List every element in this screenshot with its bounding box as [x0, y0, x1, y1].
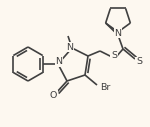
- Text: Br: Br: [100, 83, 110, 91]
- Text: N: N: [114, 28, 122, 37]
- Text: S: S: [111, 51, 117, 60]
- Text: N: N: [66, 43, 74, 52]
- Text: S: S: [136, 58, 142, 67]
- Text: N: N: [56, 58, 63, 67]
- Text: O: O: [49, 91, 57, 99]
